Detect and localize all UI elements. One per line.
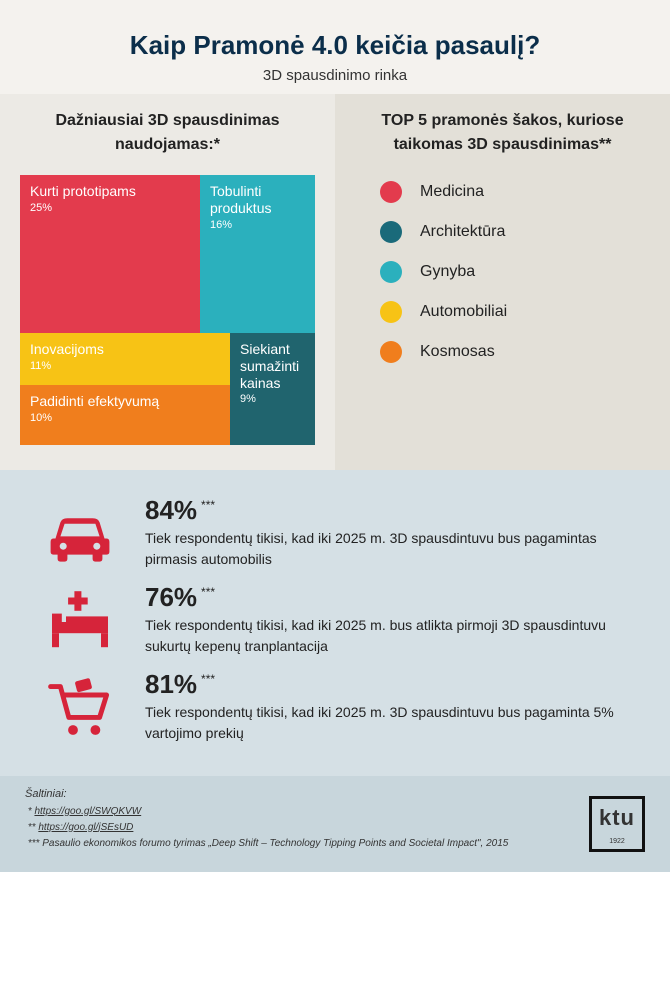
treemap-cell-label: Inovacijoms	[30, 341, 220, 358]
legend-item: Kosmosas	[380, 341, 650, 363]
left-column: Dažniausiai 3D spausdinimas naudojamas:*…	[0, 94, 335, 470]
stat-text: 76%***Tiek respondentų tikisi, kad iki 2…	[145, 582, 630, 657]
logo-year: 1922	[609, 836, 625, 847]
left-heading: Dažniausiai 3D spausdinimas naudojamas:*	[20, 109, 315, 157]
stat-text: 81%***Tiek respondentų tikisi, kad iki 2…	[145, 669, 630, 744]
stat-icon-slot	[40, 495, 120, 570]
treemap-cell-label: Kurti prototipams	[30, 183, 190, 200]
legend-dot	[380, 181, 402, 203]
stat-value: 84%***	[145, 495, 630, 526]
logo-text: ktu	[599, 800, 635, 835]
industry-legend: Medicina Architektūra Gynyba Automobiliai Ko…	[355, 175, 650, 363]
treemap-cell: Siekiant sumažinti kainas 9%	[230, 333, 315, 445]
sources-section: Šaltiniai: * https://goo.gl/SWQKVW ** ht…	[0, 776, 670, 872]
treemap-cell-pct: 9%	[240, 393, 305, 405]
stats-section: 84%***Tiek respondentų tikisi, kad iki 2…	[0, 470, 670, 776]
legend-label: Automobiliai	[420, 303, 507, 321]
treemap-cell: Inovacijoms 11%	[20, 333, 230, 385]
treemap-cell: Padidinti efektyvumą 10%	[20, 385, 230, 445]
stat-text: 84%***Tiek respondentų tikisi, kad iki 2…	[145, 495, 630, 570]
treemap-cell-pct: 16%	[210, 219, 305, 231]
right-column: TOP 5 pramonės šakos, kuriose taikomas 3…	[335, 94, 670, 470]
columns: Dažniausiai 3D spausdinimas naudojamas:*…	[0, 94, 670, 470]
sources-title: Šaltiniai:	[25, 786, 645, 804]
stat-row: 84%***Tiek respondentų tikisi, kad iki 2…	[40, 495, 630, 570]
treemap-cell-label: Tobulinti produktus	[210, 183, 305, 217]
source-line: ** https://goo.gl/jSEsUD	[25, 820, 645, 836]
source-line: * https://goo.gl/SWQKVW	[25, 804, 645, 820]
stat-value: 81%***	[145, 669, 630, 700]
legend-label: Kosmosas	[420, 343, 495, 361]
legend-dot	[380, 341, 402, 363]
header: Kaip Pramonė 4.0 keičia pasaulį? 3D spau…	[0, 0, 670, 94]
stat-value: 76%***	[145, 582, 630, 613]
ktu-logo: ktu 1922	[589, 796, 645, 852]
treemap-cell: Kurti prototipams 25%	[20, 175, 200, 333]
legend-item: Automobiliai	[380, 301, 650, 323]
page-subtitle: 3D spausdinimo rinka	[20, 67, 650, 84]
treemap-cell-pct: 11%	[30, 360, 220, 372]
stat-icon-slot	[40, 582, 120, 657]
legend-label: Architektūra	[420, 223, 505, 241]
stat-icon-slot	[40, 669, 120, 744]
stat-description: Tiek respondentų tikisi, kad iki 2025 m.…	[145, 615, 630, 657]
car-icon	[45, 500, 115, 570]
legend-dot	[380, 301, 402, 323]
hospital-bed-icon	[45, 587, 115, 657]
legend-item: Gynyba	[380, 261, 650, 283]
stat-row: 81%***Tiek respondentų tikisi, kad iki 2…	[40, 669, 630, 744]
stat-description: Tiek respondentų tikisi, kad iki 2025 m.…	[145, 702, 630, 744]
legend-dot	[380, 261, 402, 283]
page-title: Kaip Pramonė 4.0 keičia pasaulį?	[20, 30, 650, 61]
source-line: *** Pasaulio ekonomikos forumo tyrimas „…	[25, 836, 645, 852]
treemap-chart: Kurti prototipams 25% Tobulinti produktus 1…	[20, 175, 315, 445]
stat-row: 76%***Tiek respondentų tikisi, kad iki 2…	[40, 582, 630, 657]
stat-description: Tiek respondentų tikisi, kad iki 2025 m.…	[145, 528, 630, 570]
right-heading: TOP 5 pramonės šakos, kuriose taikomas 3…	[355, 109, 650, 157]
treemap-cell-pct: 25%	[30, 202, 190, 214]
treemap-cell: Tobulinti produktus 16%	[200, 175, 315, 333]
shopping-cart-icon	[45, 674, 115, 744]
treemap-cell-label: Padidinti efektyvumą	[30, 393, 220, 410]
legend-label: Medicina	[420, 183, 484, 201]
treemap-cell-label: Siekiant sumažinti kainas	[240, 341, 305, 391]
legend-item: Medicina	[380, 181, 650, 203]
infographic-page: Kaip Pramonė 4.0 keičia pasaulį? 3D spau…	[0, 0, 670, 1002]
treemap-cell-pct: 10%	[30, 412, 220, 424]
legend-label: Gynyba	[420, 263, 475, 281]
legend-item: Architektūra	[380, 221, 650, 243]
legend-dot	[380, 221, 402, 243]
